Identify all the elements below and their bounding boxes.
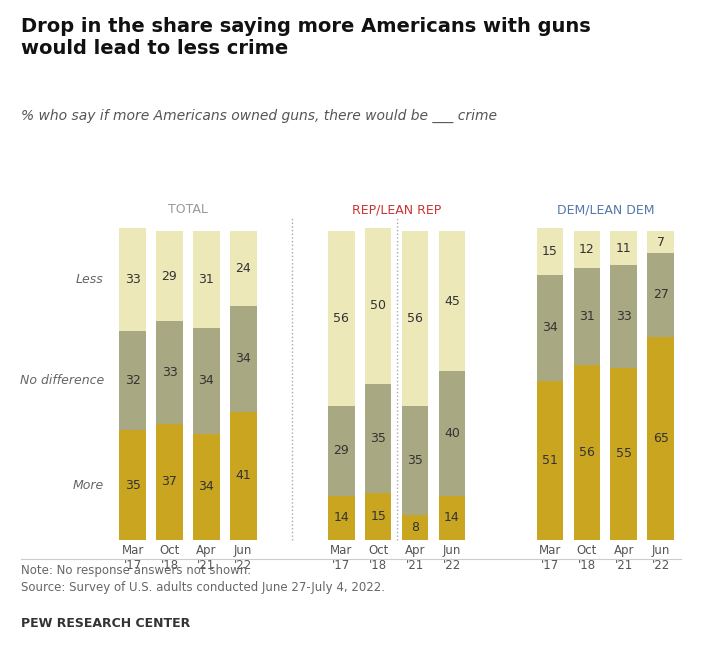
Text: PEW RESEARCH CENTER: PEW RESEARCH CENTER <box>21 617 190 630</box>
Text: Drop in the share saying more Americans with guns
would lead to less crime: Drop in the share saying more Americans … <box>21 17 591 58</box>
Text: 56: 56 <box>333 312 349 325</box>
Text: 41: 41 <box>235 469 251 482</box>
Bar <box>328 496 355 540</box>
Text: % who say if more Americans owned guns, there would be ___ crime: % who say if more Americans owned guns, … <box>21 109 497 123</box>
Bar <box>230 412 256 540</box>
Text: 40: 40 <box>444 427 460 440</box>
Bar <box>439 231 465 371</box>
Bar <box>157 231 183 322</box>
Text: 65: 65 <box>653 432 668 445</box>
Text: 35: 35 <box>407 453 423 467</box>
Text: 27: 27 <box>653 289 668 301</box>
Bar <box>402 406 428 514</box>
Text: 7: 7 <box>656 236 665 248</box>
Bar <box>328 231 355 406</box>
Bar <box>365 384 392 493</box>
Bar <box>193 231 220 328</box>
Text: Source: Survey of U.S. adults conducted June 27-July 4, 2022.: Source: Survey of U.S. adults conducted … <box>21 581 385 594</box>
Text: 37: 37 <box>161 475 178 489</box>
Text: 14: 14 <box>444 511 460 524</box>
Text: 12: 12 <box>579 244 595 256</box>
Text: 45: 45 <box>444 295 460 308</box>
Bar <box>119 430 146 540</box>
Text: 56: 56 <box>579 446 595 459</box>
Bar <box>611 368 637 540</box>
Bar <box>537 228 563 275</box>
Text: 29: 29 <box>333 444 349 457</box>
Text: 33: 33 <box>161 366 178 379</box>
Text: 32: 32 <box>125 374 140 387</box>
Bar <box>230 306 256 412</box>
Title: DEM/LEAN DEM: DEM/LEAN DEM <box>557 203 654 216</box>
Text: 34: 34 <box>199 374 214 387</box>
Text: 34: 34 <box>542 321 558 334</box>
Bar <box>193 434 220 540</box>
Text: Note: No response answers not shown.: Note: No response answers not shown. <box>21 564 251 577</box>
Bar <box>574 269 600 365</box>
Bar <box>647 253 674 337</box>
Text: 15: 15 <box>370 510 386 523</box>
Title: TOTAL: TOTAL <box>168 203 208 216</box>
Bar <box>157 424 183 540</box>
Bar <box>647 337 674 540</box>
Bar <box>119 331 146 430</box>
Text: 31: 31 <box>579 310 595 323</box>
Text: 33: 33 <box>125 273 140 286</box>
Text: 14: 14 <box>333 511 349 524</box>
Bar <box>119 228 146 331</box>
Bar <box>574 365 600 540</box>
Text: 15: 15 <box>542 245 558 258</box>
Text: No difference: No difference <box>20 374 104 387</box>
Text: 33: 33 <box>616 310 632 323</box>
Bar <box>537 381 563 540</box>
Bar <box>365 493 392 540</box>
Bar <box>647 231 674 253</box>
Bar <box>537 275 563 381</box>
Text: 11: 11 <box>616 242 632 255</box>
Text: 34: 34 <box>199 480 214 493</box>
Bar <box>328 406 355 496</box>
Bar <box>439 371 465 496</box>
Title: REP/LEAN REP: REP/LEAN REP <box>352 203 442 216</box>
Text: 8: 8 <box>411 520 419 534</box>
Text: 29: 29 <box>161 270 178 283</box>
Text: Less: Less <box>76 273 104 286</box>
Bar <box>402 231 428 406</box>
Text: 50: 50 <box>370 299 386 312</box>
Text: 31: 31 <box>199 273 214 286</box>
Bar <box>157 322 183 424</box>
Bar <box>611 265 637 368</box>
Bar <box>193 328 220 434</box>
Bar <box>611 231 637 265</box>
Text: 35: 35 <box>125 479 140 491</box>
Text: 55: 55 <box>616 448 632 460</box>
Text: 24: 24 <box>235 262 251 275</box>
Text: 56: 56 <box>407 312 423 325</box>
Text: 34: 34 <box>235 352 251 365</box>
Text: 51: 51 <box>542 453 558 467</box>
Bar <box>230 231 256 306</box>
Text: More: More <box>72 479 104 491</box>
Text: 35: 35 <box>370 432 386 445</box>
Bar <box>439 496 465 540</box>
Bar <box>365 228 392 384</box>
Bar <box>574 231 600 269</box>
Bar <box>402 514 428 540</box>
